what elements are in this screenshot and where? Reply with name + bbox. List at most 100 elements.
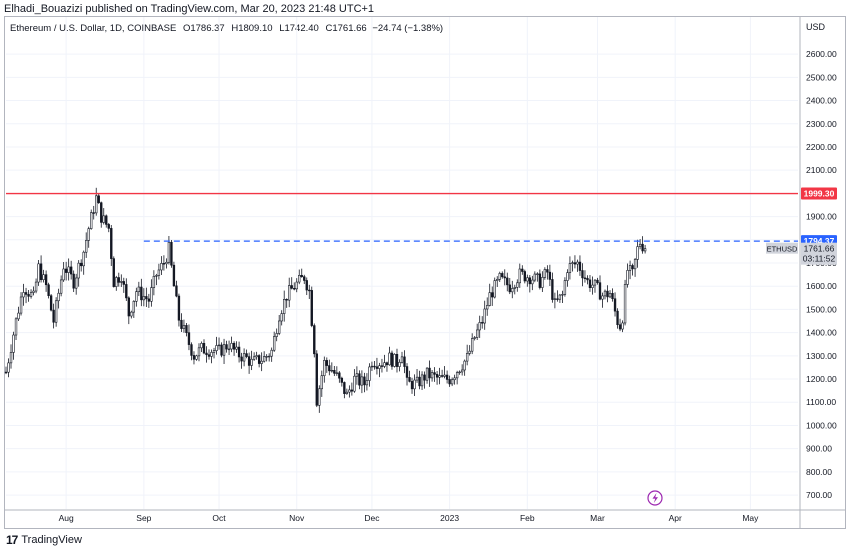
candle-body — [516, 282, 519, 288]
candle — [641, 236, 644, 254]
last-price-tag — [801, 242, 837, 265]
candle — [177, 293, 181, 327]
time-tick-label: Aug — [59, 513, 74, 523]
candle — [440, 369, 444, 378]
price-axis[interactable]: 700.00 800.00 900.00 1000.00 1100.00 1200.00 1… — [806, 49, 837, 500]
candle — [636, 239, 639, 268]
candle-body — [405, 366, 409, 378]
candle-body — [283, 299, 286, 314]
candle-body — [42, 274, 45, 280]
candle — [581, 263, 584, 287]
candle-body — [110, 228, 113, 259]
candle-body — [395, 354, 399, 367]
candle-body — [438, 375, 441, 378]
high-label: H — [231, 23, 239, 34]
price-tick-label: 2500.00 — [806, 72, 837, 82]
candle — [365, 373, 369, 391]
candle — [262, 351, 266, 363]
candle-body — [518, 268, 521, 284]
candle-body — [117, 277, 120, 283]
candle-body — [275, 333, 278, 337]
candle-body — [19, 296, 23, 314]
candle-body — [298, 275, 301, 283]
candle — [553, 292, 557, 309]
candle — [433, 367, 436, 382]
time-tick-label: Apr — [669, 513, 682, 523]
time-tick-label: Dec — [364, 513, 380, 523]
candle — [621, 320, 624, 333]
candle-body — [496, 279, 499, 281]
candle — [62, 262, 65, 282]
symbol-title[interactable]: Ethereum / U.S. Dollar, 1D, COINBASE — [10, 23, 177, 34]
candle — [353, 369, 356, 393]
candle-body — [177, 295, 181, 321]
candle-body — [468, 350, 471, 354]
candle — [293, 282, 296, 291]
candle-body — [165, 261, 168, 265]
candle — [558, 293, 562, 303]
candle-body — [150, 287, 153, 302]
candle — [328, 359, 331, 376]
candle — [145, 287, 148, 307]
footer-brand[interactable]: 17 TradingView — [6, 533, 82, 547]
candle-body — [388, 352, 391, 366]
candle-body — [182, 325, 186, 329]
candle — [430, 370, 434, 382]
candle-body — [606, 290, 609, 298]
candle-body — [107, 224, 110, 229]
candle-body — [14, 318, 18, 336]
candle-body — [215, 345, 218, 351]
candle-body — [378, 365, 381, 369]
candle-body — [29, 292, 33, 297]
candle — [450, 377, 454, 387]
candle-body — [348, 389, 351, 393]
candle — [190, 342, 193, 361]
brand-name: TradingView — [21, 534, 82, 546]
symbol-legend: Ethereum / U.S. Dollar, 1D, COINBASE O17… — [10, 23, 443, 34]
candle — [330, 362, 333, 373]
candle-body — [122, 281, 125, 285]
candle — [398, 359, 401, 372]
candle-body — [72, 273, 75, 289]
time-axis[interactable]: Aug Sep Oct Nov Dec 2023 Feb Mar Apr May — [59, 513, 760, 523]
candle — [7, 358, 10, 378]
candle — [498, 271, 501, 282]
candle-body — [390, 352, 394, 367]
candle — [4, 366, 8, 375]
candle — [360, 370, 364, 394]
candle-body — [345, 391, 349, 394]
candlestick-series — [4, 187, 647, 413]
candle-body — [300, 275, 303, 278]
candle-body — [576, 261, 579, 265]
candle — [516, 279, 519, 292]
candle-body — [408, 377, 411, 382]
candle — [548, 264, 552, 286]
candle-body — [59, 279, 63, 294]
candle — [160, 256, 163, 275]
candle — [531, 275, 534, 291]
candle-body — [558, 294, 562, 300]
candle-body — [586, 277, 589, 281]
candle — [80, 259, 83, 272]
candle-body — [192, 355, 196, 360]
candle — [298, 269, 301, 285]
candle-body — [338, 372, 341, 379]
candle-body — [370, 365, 374, 368]
candle-body — [553, 298, 557, 300]
candle — [375, 357, 379, 375]
candle-body — [180, 319, 183, 329]
candle-body — [227, 348, 231, 351]
candle-body — [92, 212, 95, 214]
candle-body — [418, 376, 421, 387]
candle-body — [596, 279, 599, 283]
candle-body — [340, 377, 344, 383]
candle — [49, 294, 53, 312]
candle-body — [488, 292, 491, 306]
candle-body — [315, 353, 318, 406]
candle-body — [420, 374, 424, 387]
candle-body — [333, 370, 336, 374]
event-icon[interactable] — [647, 490, 663, 506]
candle — [280, 310, 283, 326]
candle — [283, 290, 286, 322]
